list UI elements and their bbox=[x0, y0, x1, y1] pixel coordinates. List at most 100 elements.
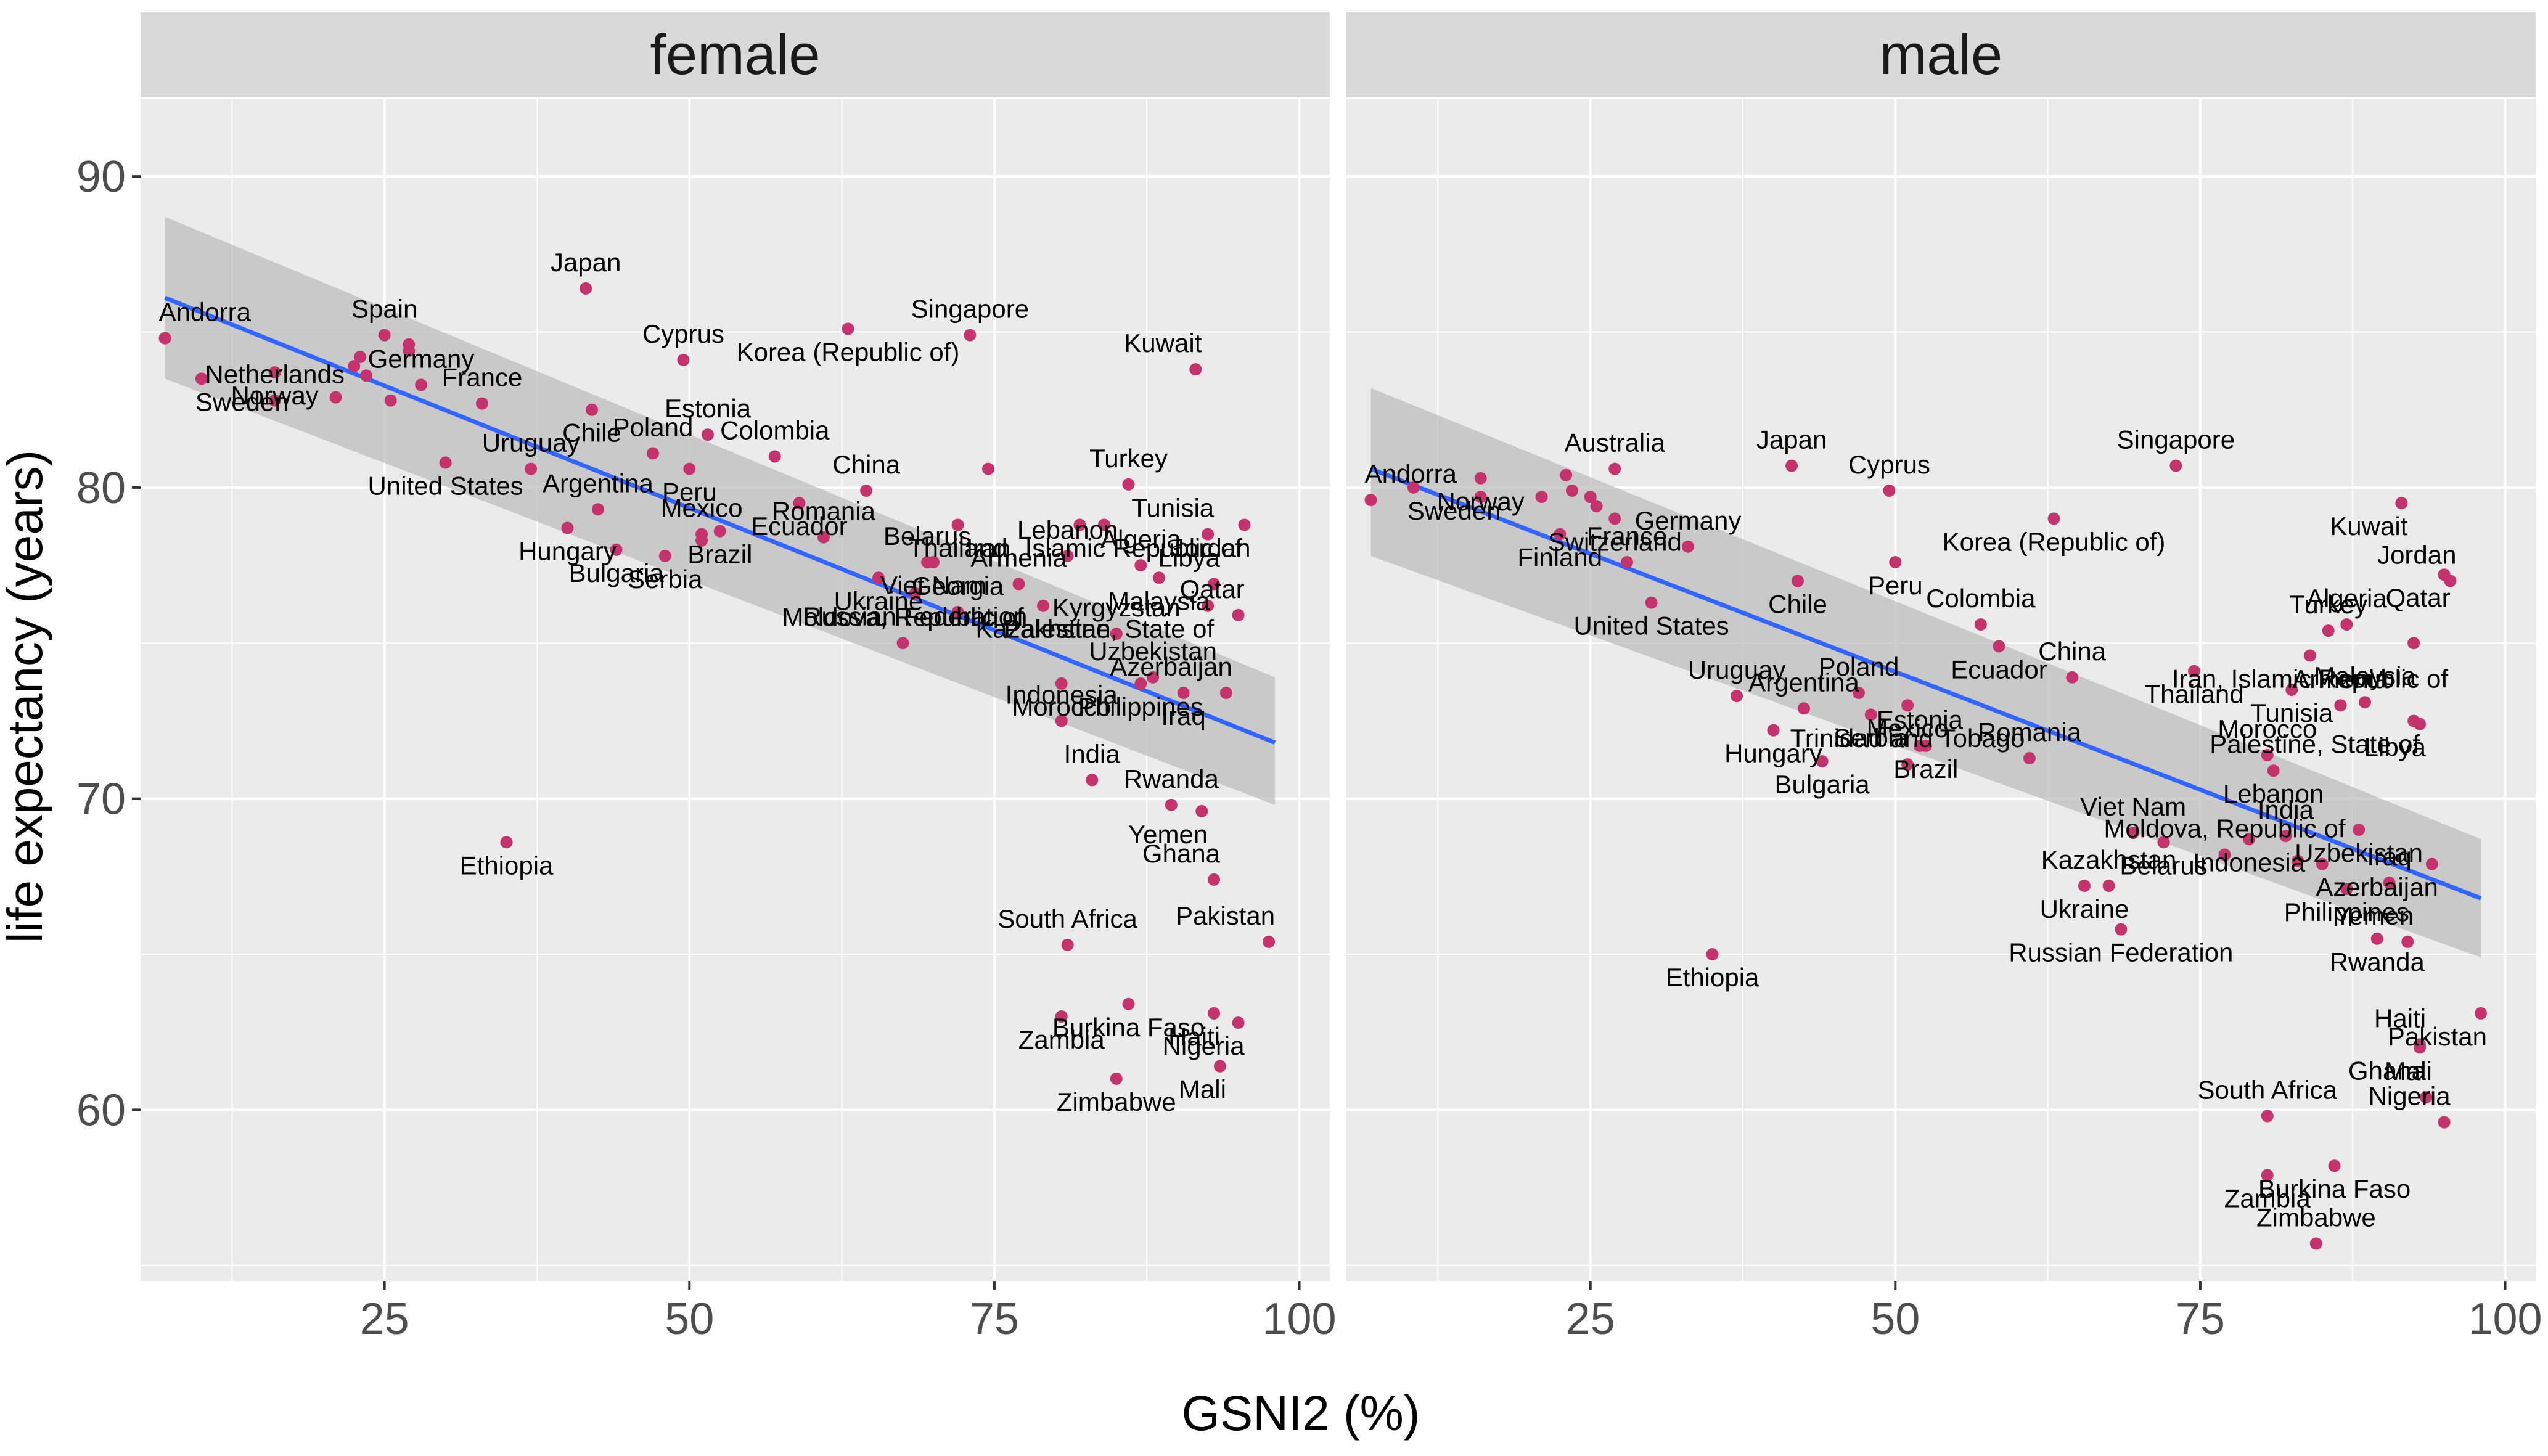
point-label: Kuwait bbox=[1124, 329, 1202, 358]
data-point bbox=[1208, 1007, 1221, 1020]
data-point bbox=[1073, 518, 1086, 531]
point-label: Palestine, State of bbox=[1004, 615, 1214, 644]
point-label: Colombia bbox=[720, 415, 830, 444]
data-point bbox=[1792, 575, 1804, 587]
data-point bbox=[896, 637, 909, 650]
data-point bbox=[1122, 997, 1135, 1010]
data-point bbox=[2425, 857, 2438, 870]
data-point bbox=[1590, 500, 1603, 513]
data-point bbox=[1785, 459, 1798, 472]
point-label: Kuwait bbox=[2330, 512, 2407, 541]
point-label: Ethiopia bbox=[1666, 963, 1759, 992]
data-point bbox=[2359, 696, 2372, 709]
point-label: Iraq bbox=[1161, 701, 1205, 730]
point-label: Serbia bbox=[1833, 723, 1909, 752]
data-point bbox=[768, 450, 781, 463]
point-label: Andorra bbox=[159, 298, 252, 327]
data-point bbox=[580, 282, 592, 295]
point-label: Cyprus bbox=[642, 319, 724, 348]
point-label: Belarus bbox=[2120, 851, 2207, 880]
data-point bbox=[1864, 708, 1877, 721]
point-label: India bbox=[1064, 739, 1121, 768]
data-point bbox=[2322, 624, 2335, 637]
point-label: Sweden bbox=[195, 387, 289, 416]
data-point bbox=[927, 556, 940, 569]
data-point bbox=[1055, 714, 1068, 727]
point-label: Indonesia bbox=[1006, 680, 1118, 709]
data-point bbox=[561, 521, 574, 534]
point-label: Rwanda bbox=[2330, 947, 2425, 976]
data-point bbox=[951, 605, 964, 618]
data-point bbox=[2401, 935, 2414, 948]
data-point bbox=[2115, 923, 2128, 936]
y-tick-label: 80 bbox=[76, 464, 126, 513]
point-label: Haiti bbox=[2374, 1004, 2426, 1033]
point-label: Uzbekistan bbox=[2295, 838, 2423, 867]
x-tick-label: 100 bbox=[1262, 1294, 1336, 1344]
data-point bbox=[1055, 1010, 1068, 1023]
data-point bbox=[2328, 1159, 2341, 1172]
data-point bbox=[1208, 873, 1221, 886]
point-label: China bbox=[2038, 637, 2106, 666]
x-tick-label: 100 bbox=[2468, 1294, 2542, 1344]
point-label: Spain bbox=[351, 295, 417, 324]
point-label: Iraq bbox=[2367, 842, 2411, 871]
point-label: Ethiopia bbox=[460, 851, 554, 880]
data-point bbox=[982, 462, 995, 475]
data-point bbox=[793, 497, 806, 510]
x-tick-label: 25 bbox=[360, 1294, 409, 1344]
point-label: Thailand bbox=[2144, 680, 2243, 709]
data-point bbox=[817, 531, 830, 544]
facet-strip-label-female: female bbox=[650, 23, 820, 86]
data-point bbox=[2395, 497, 2408, 510]
data-point bbox=[525, 462, 538, 475]
data-point bbox=[1474, 491, 1487, 504]
point-label: Burkina Faso bbox=[2258, 1174, 2411, 1203]
point-label: Moldova, Republic of bbox=[2104, 814, 2346, 843]
data-point bbox=[384, 394, 397, 407]
data-point bbox=[2383, 876, 2396, 889]
data-point bbox=[2047, 512, 2060, 525]
point-label: China bbox=[832, 450, 900, 479]
x-tick-label: 75 bbox=[2176, 1294, 2225, 1344]
point-label: United States bbox=[368, 472, 523, 501]
data-point bbox=[1134, 559, 1147, 572]
data-point bbox=[2127, 827, 2140, 840]
point-label: Trinidad and Tobago bbox=[1790, 724, 2025, 753]
data-point bbox=[1560, 468, 1573, 481]
data-point bbox=[195, 372, 208, 385]
point-label: Germany bbox=[1635, 506, 1742, 535]
point-label: Korea (Republic of) bbox=[737, 338, 960, 367]
point-label: Libya bbox=[2364, 733, 2427, 762]
y-tick-label: 90 bbox=[76, 152, 126, 202]
point-label: Romania bbox=[1978, 718, 2082, 746]
point-label: Norway bbox=[231, 381, 318, 410]
data-point bbox=[1706, 948, 1719, 961]
point-label: Tunisia bbox=[1131, 494, 1214, 523]
point-label: Australia bbox=[1565, 428, 1666, 457]
data-point bbox=[951, 518, 964, 531]
data-point bbox=[1153, 571, 1166, 584]
point-label: Algeria bbox=[2306, 584, 2387, 613]
point-label: Palestine, State of bbox=[2210, 729, 2420, 758]
point-label: Iran, Islamic Republic of bbox=[2172, 664, 2449, 693]
point-label: Azerbaijan bbox=[2316, 873, 2438, 902]
point-label: Qatar bbox=[2386, 583, 2451, 612]
point-label: Colombia bbox=[1926, 584, 2036, 613]
point-label: Hungary bbox=[518, 537, 617, 566]
data-point bbox=[1086, 774, 1099, 787]
facet-strip-label-male: male bbox=[1880, 23, 2002, 86]
data-point bbox=[586, 403, 599, 416]
fit-line-male bbox=[1370, 467, 2482, 901]
point-label: Burkina Faso bbox=[1052, 1013, 1205, 1042]
data-point bbox=[2414, 718, 2427, 730]
x-axis-male: 25 50 75 100 bbox=[1566, 1281, 2542, 1344]
x-tick-label: 25 bbox=[1566, 1294, 1615, 1344]
point-label: Nigeria bbox=[1163, 1031, 1245, 1060]
point-label: Argentina bbox=[543, 468, 653, 497]
data-point bbox=[646, 447, 659, 460]
data-point bbox=[2188, 665, 2201, 677]
data-point bbox=[591, 503, 604, 516]
